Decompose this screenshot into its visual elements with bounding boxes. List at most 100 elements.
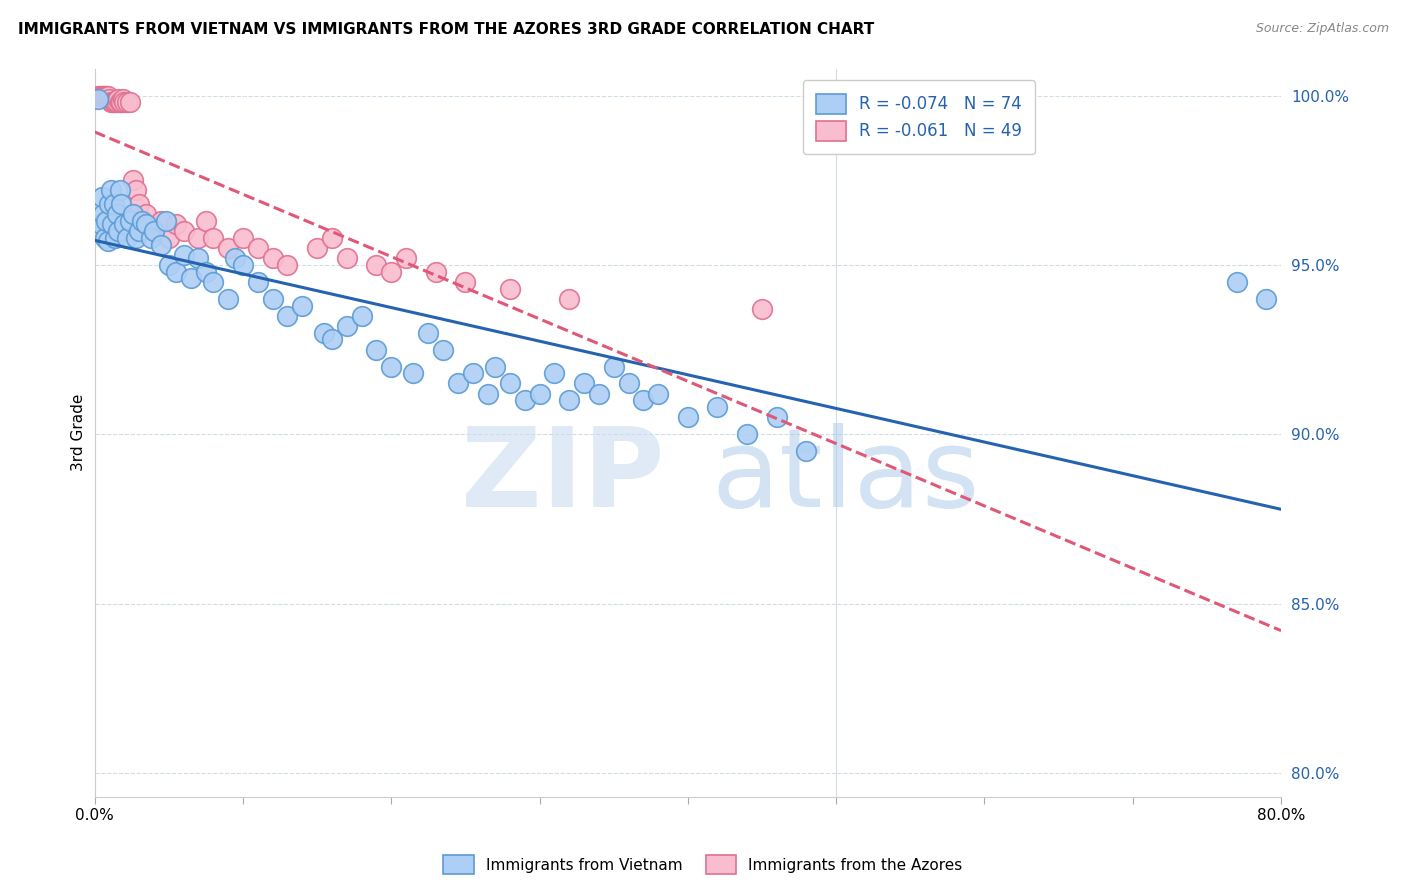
Point — [262, 251, 284, 265]
Text: ZIP: ZIP — [461, 423, 664, 530]
Point — [115, 95, 138, 110]
Point — [336, 318, 359, 333]
Point — [89, 88, 111, 103]
Point — [131, 214, 153, 228]
Text: atlas: atlas — [711, 423, 980, 530]
Point — [766, 410, 789, 425]
Point — [105, 95, 128, 110]
Point — [366, 258, 388, 272]
Point — [796, 444, 818, 458]
Point — [100, 184, 122, 198]
Point — [157, 231, 180, 245]
Point — [529, 386, 551, 401]
Point — [112, 95, 135, 110]
Point — [676, 410, 699, 425]
Point — [232, 258, 254, 272]
Point — [103, 197, 125, 211]
Point — [122, 207, 145, 221]
Point — [246, 275, 269, 289]
Point — [173, 224, 195, 238]
Point — [366, 343, 388, 357]
Point — [321, 231, 343, 245]
Point — [706, 400, 728, 414]
Point — [87, 224, 110, 238]
Point — [155, 214, 177, 228]
Point — [202, 275, 225, 289]
Point — [1256, 292, 1278, 306]
Point — [97, 234, 120, 248]
Text: IMMIGRANTS FROM VIETNAM VS IMMIGRANTS FROM THE AZORES 3RD GRADE CORRELATION CHAR: IMMIGRANTS FROM VIETNAM VS IMMIGRANTS FR… — [18, 22, 875, 37]
Point — [321, 333, 343, 347]
Point — [122, 173, 145, 187]
Point — [104, 231, 127, 245]
Point — [93, 88, 115, 103]
Point — [110, 95, 132, 110]
Point — [101, 95, 124, 110]
Point — [477, 386, 499, 401]
Point — [194, 214, 217, 228]
Point — [647, 386, 669, 401]
Point — [108, 184, 131, 198]
Legend: Immigrants from Vietnam, Immigrants from the Azores: Immigrants from Vietnam, Immigrants from… — [437, 849, 969, 880]
Point — [395, 251, 418, 265]
Point — [150, 214, 173, 228]
Point — [93, 207, 115, 221]
Point — [588, 386, 610, 401]
Point — [484, 359, 506, 374]
Point — [380, 359, 402, 374]
Point — [461, 367, 484, 381]
Point — [91, 88, 114, 103]
Point — [157, 258, 180, 272]
Point — [558, 393, 581, 408]
Point — [89, 217, 111, 231]
Point — [224, 251, 246, 265]
Point — [350, 309, 373, 323]
Point — [86, 88, 108, 103]
Point — [125, 184, 148, 198]
Point — [1226, 275, 1249, 289]
Point — [336, 251, 359, 265]
Point — [291, 299, 314, 313]
Point — [120, 95, 142, 110]
Point — [110, 197, 132, 211]
Text: Source: ZipAtlas.com: Source: ZipAtlas.com — [1256, 22, 1389, 36]
Point — [432, 343, 454, 357]
Point — [108, 95, 131, 110]
Point — [513, 393, 536, 408]
Point — [97, 88, 120, 103]
Point — [111, 92, 134, 106]
Point — [150, 237, 173, 252]
Point — [454, 275, 477, 289]
Point — [100, 95, 122, 110]
Y-axis label: 3rd Grade: 3rd Grade — [72, 394, 86, 471]
Point — [425, 265, 447, 279]
Point — [94, 88, 117, 103]
Point — [314, 326, 336, 340]
Point — [135, 207, 157, 221]
Point — [96, 88, 118, 103]
Point — [104, 95, 127, 110]
Point — [98, 92, 121, 106]
Point — [180, 271, 202, 285]
Point — [103, 95, 125, 110]
Point — [165, 265, 187, 279]
Point — [86, 92, 108, 106]
Point — [173, 248, 195, 262]
Point — [418, 326, 440, 340]
Point — [232, 231, 254, 245]
Point — [107, 92, 129, 106]
Point — [617, 376, 640, 391]
Point — [246, 241, 269, 255]
Point — [142, 224, 165, 238]
Point — [98, 197, 121, 211]
Point — [105, 207, 128, 221]
Point — [276, 258, 298, 272]
Point — [276, 309, 298, 323]
Point — [194, 265, 217, 279]
Point — [543, 367, 565, 381]
Point — [305, 241, 328, 255]
Point — [120, 214, 142, 228]
Point — [94, 231, 117, 245]
Point — [633, 393, 655, 408]
Point — [112, 217, 135, 231]
